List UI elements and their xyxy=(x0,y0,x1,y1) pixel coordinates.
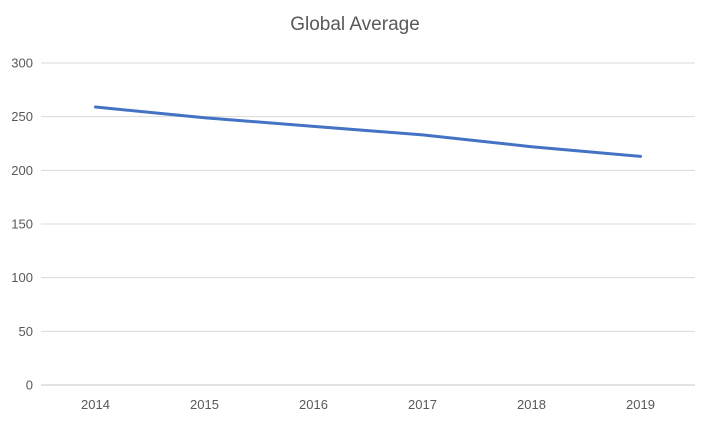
x-axis-tick-label: 2019 xyxy=(626,397,655,412)
data-series xyxy=(94,105,642,158)
y-axis-tick-labels: 0 50 100 150 200 250 300 xyxy=(11,56,33,393)
data-line xyxy=(94,105,642,158)
gridlines xyxy=(41,62,695,386)
y-axis-tick-label: 300 xyxy=(11,56,33,71)
y-axis-tick-label: 0 xyxy=(26,378,33,393)
x-axis-tick-label: 2014 xyxy=(81,397,110,412)
x-axis-tick-labels: 2014 2015 2016 2017 2018 2019 xyxy=(81,397,655,412)
chart-title: Global Average xyxy=(290,14,420,35)
x-axis-tick-label: 2016 xyxy=(299,397,328,412)
y-axis-tick-label: 50 xyxy=(19,324,33,339)
x-axis-tick-label: 2017 xyxy=(408,397,437,412)
y-axis-tick-label: 200 xyxy=(11,163,33,178)
x-axis-tick-label: 2015 xyxy=(190,397,219,412)
y-axis-tick-label: 150 xyxy=(11,217,33,232)
y-axis-tick-label: 250 xyxy=(11,109,33,124)
x-axis-tick-label: 2018 xyxy=(517,397,546,412)
y-axis-tick-label: 100 xyxy=(11,270,33,285)
